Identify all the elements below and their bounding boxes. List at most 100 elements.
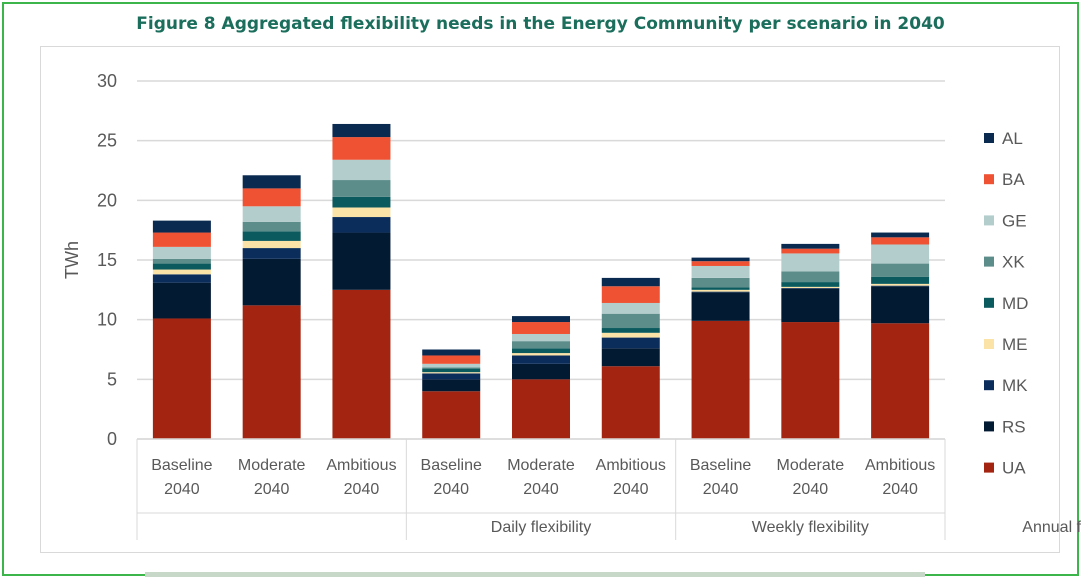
bar-segment-al <box>422 349 481 356</box>
bar-segment-xk <box>332 180 391 197</box>
bar-segment-al <box>691 257 750 262</box>
bar-segment-al <box>871 232 930 238</box>
bar-segment-me <box>152 269 211 275</box>
bar-segment-rs <box>152 282 211 319</box>
bar-segment-al <box>152 220 211 233</box>
bar-segment-ba <box>691 261 750 266</box>
bar-segment-rs <box>512 363 570 380</box>
legend-swatch-ge <box>984 215 994 226</box>
bar-segment-ge <box>512 333 570 342</box>
bar-segment-rs <box>332 232 391 290</box>
bar-segment-ba <box>601 286 660 303</box>
bar-segment-md <box>781 282 840 287</box>
bar-segment-md <box>871 276 930 284</box>
y-tick-label: 5 <box>107 369 117 389</box>
category-label: Ambitious <box>865 457 935 474</box>
legend-label: RS <box>1002 417 1026 436</box>
bar-segment-ba <box>512 322 570 334</box>
legend-label: UA <box>1002 459 1026 478</box>
category-label: 2040 <box>613 481 649 498</box>
bar-segment-ge <box>242 206 301 222</box>
bar-segment-me <box>242 240 301 249</box>
legend-swatch-ba <box>984 174 994 185</box>
group-label: Daily flexibility <box>491 519 591 536</box>
bar-segment-mk <box>332 217 391 233</box>
category-label: Moderate <box>238 457 306 474</box>
group-label: Annual flexibility <box>1022 519 1081 536</box>
bar-segment-md <box>152 263 211 270</box>
bar-segment-mk <box>601 337 660 349</box>
bar-segment-mk <box>871 285 930 287</box>
bar-segment-rs <box>422 379 481 392</box>
category-label: Baseline <box>151 457 212 474</box>
bar-segment-me <box>871 283 930 286</box>
bar-segment-ba <box>422 355 481 364</box>
bar-segment-al <box>242 175 301 189</box>
category-label: 2040 <box>793 481 829 498</box>
bar-segment-ge <box>871 244 930 264</box>
bar-segment-ge <box>422 363 481 368</box>
category-label: Baseline <box>421 457 482 474</box>
bar-segment-ba <box>152 232 211 247</box>
category-label: 2040 <box>523 481 559 498</box>
bar-segment-me <box>601 332 660 338</box>
bar-segment-ua <box>422 391 481 439</box>
legend-swatch-me <box>984 339 994 349</box>
chart-title: Figure 8 Aggregated flexibility needs in… <box>136 14 945 34</box>
legend-label: MK <box>1002 376 1028 395</box>
bar-segment-me <box>332 207 391 218</box>
bar-segment-rs <box>691 292 750 321</box>
bar-segment-rs <box>781 288 840 323</box>
scroll-shadow <box>145 572 925 577</box>
bar-segment-ge <box>601 302 660 314</box>
bar-segment-xk <box>422 367 481 369</box>
bar-segment-al <box>332 123 391 138</box>
bar-segment-al <box>781 243 840 249</box>
legend-swatch-rs <box>984 421 994 432</box>
bar-segment-xk <box>512 341 570 349</box>
legend-label: GE <box>1002 211 1027 230</box>
bar-segment-mk <box>152 274 211 283</box>
legend-label: AL <box>1002 129 1023 148</box>
bar-segment-ge <box>152 246 211 259</box>
plot-panel <box>40 46 1060 553</box>
category-label: Moderate <box>777 457 845 474</box>
bar-segment-ua <box>152 318 211 439</box>
legend-swatch-al <box>984 133 994 143</box>
bar-segment-ua <box>242 305 301 439</box>
category-label: 2040 <box>703 481 739 498</box>
bar-segment-ua <box>601 366 660 439</box>
bar-segment-ua <box>512 379 570 439</box>
y-tick-label: 0 <box>107 429 117 449</box>
legend-swatch-mk <box>984 380 994 391</box>
bar-segment-xk <box>242 221 301 232</box>
category-label: 2040 <box>882 481 918 498</box>
legend-label: ME <box>1002 335 1028 354</box>
group-label: Weekly flexibility <box>752 519 869 536</box>
bar-segment-mk <box>691 291 750 293</box>
y-tick-label: 10 <box>97 310 117 330</box>
bar-segment-ua <box>691 320 750 439</box>
category-label: Ambitious <box>326 457 396 474</box>
y-tick-label: 25 <box>97 131 117 151</box>
bar-segment-rs <box>242 258 301 306</box>
y-tick-label: 30 <box>97 71 117 91</box>
bar-segment-me <box>422 372 481 374</box>
legend-label: XK <box>1002 253 1025 272</box>
y-tick-label: 15 <box>97 250 117 270</box>
category-label: Moderate <box>507 457 575 474</box>
bar-segment-ge <box>691 265 750 278</box>
category-label: Ambitious <box>596 457 666 474</box>
legend-label: BA <box>1002 170 1025 189</box>
bar-segment-md <box>601 328 660 333</box>
bar-segment-md <box>422 368 481 373</box>
bar-segment-ba <box>332 137 391 160</box>
category-label: 2040 <box>344 481 380 498</box>
bar-segment-al <box>601 277 660 287</box>
bar-segment-md <box>512 348 570 354</box>
bar-segment-ua <box>871 323 930 439</box>
category-label: 2040 <box>254 481 290 498</box>
legend-label: MD <box>1002 294 1028 313</box>
bar-segment-me <box>781 286 840 289</box>
